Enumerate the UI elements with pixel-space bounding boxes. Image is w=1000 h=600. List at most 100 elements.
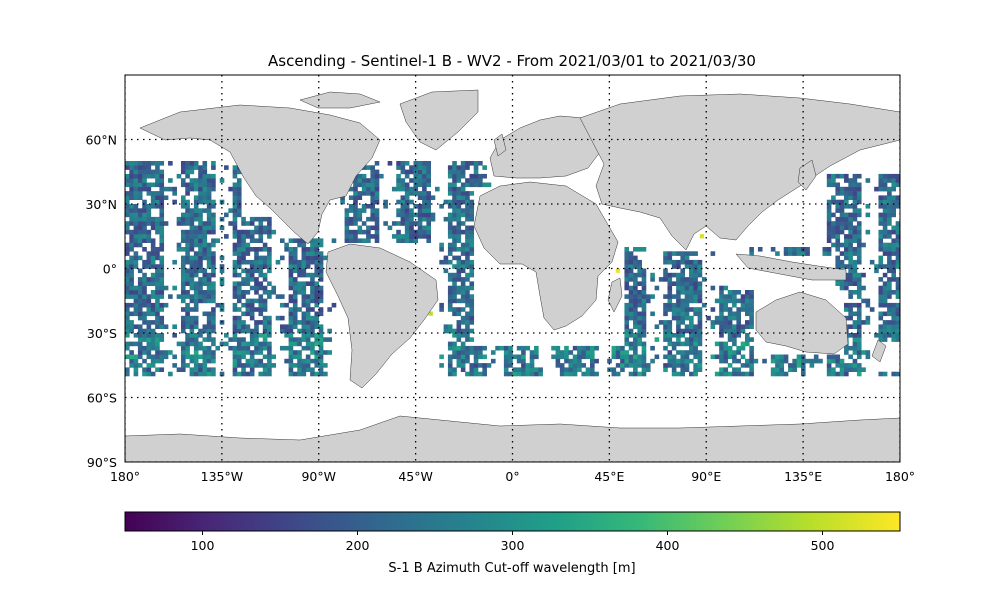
data-cell bbox=[727, 311, 733, 317]
data-cell bbox=[301, 328, 307, 334]
data-cell bbox=[878, 238, 884, 243]
data-cell bbox=[142, 311, 147, 317]
data-cell bbox=[323, 350, 328, 355]
data-cell bbox=[848, 272, 853, 278]
data-cell bbox=[206, 186, 212, 192]
data-cell bbox=[249, 247, 255, 252]
data-cell bbox=[193, 350, 199, 355]
data-cell bbox=[882, 272, 888, 278]
data-cell bbox=[202, 311, 208, 317]
data-cell bbox=[254, 251, 259, 256]
data-cell bbox=[370, 225, 376, 231]
data-cell bbox=[852, 264, 858, 269]
data-cell bbox=[310, 320, 315, 325]
data-cell bbox=[280, 324, 285, 329]
data-cell bbox=[469, 371, 475, 377]
data-cell bbox=[697, 307, 703, 312]
data-cell bbox=[271, 290, 276, 295]
x-tick-label: 0° bbox=[505, 469, 519, 484]
data-cell bbox=[719, 371, 724, 377]
data-cell bbox=[521, 358, 526, 364]
data-cell bbox=[262, 341, 268, 347]
data-cell bbox=[146, 324, 152, 329]
data-cell bbox=[254, 337, 259, 342]
data-cell bbox=[236, 290, 242, 295]
data-cell bbox=[826, 212, 832, 218]
data-cell bbox=[180, 182, 186, 188]
data-cell bbox=[129, 195, 134, 200]
data-cell bbox=[142, 212, 147, 218]
data-cell bbox=[895, 307, 900, 312]
data-cell bbox=[125, 320, 130, 325]
data-cell bbox=[844, 242, 849, 248]
data-cell bbox=[374, 199, 380, 205]
data-cell bbox=[745, 358, 750, 364]
data-cell bbox=[211, 290, 216, 295]
data-cell bbox=[447, 234, 453, 239]
data-cell bbox=[348, 195, 354, 200]
data-cell bbox=[594, 371, 599, 377]
data-cell bbox=[426, 229, 431, 235]
data-cell bbox=[887, 242, 892, 248]
data-cell bbox=[193, 341, 199, 347]
data-cell bbox=[180, 264, 186, 269]
data-cell bbox=[736, 328, 741, 334]
data-cell bbox=[745, 311, 750, 317]
data-cell bbox=[727, 320, 733, 325]
data-cell bbox=[637, 324, 642, 329]
data-cell bbox=[232, 186, 238, 192]
data-cell bbox=[146, 345, 152, 351]
data-cell bbox=[413, 191, 419, 196]
data-cell bbox=[633, 311, 638, 317]
data-cell bbox=[671, 363, 677, 368]
data-cell bbox=[590, 354, 595, 360]
data-cell bbox=[689, 281, 694, 286]
data-cell bbox=[159, 337, 165, 342]
data-cell bbox=[137, 208, 143, 213]
data-cell bbox=[628, 285, 634, 291]
data-cell bbox=[400, 186, 406, 192]
data-cell bbox=[443, 259, 449, 265]
data-cell bbox=[844, 247, 849, 252]
data-cell bbox=[641, 311, 647, 317]
data-cell bbox=[125, 229, 130, 235]
data-cell bbox=[348, 229, 354, 235]
data-cell bbox=[460, 264, 466, 269]
data-cell bbox=[727, 307, 733, 312]
data-cell bbox=[486, 182, 492, 188]
data-cell bbox=[667, 307, 673, 312]
data-cell bbox=[396, 221, 401, 226]
data-cell bbox=[262, 363, 268, 368]
data-cell bbox=[172, 191, 177, 196]
data-cell bbox=[417, 212, 423, 218]
data-cell bbox=[142, 371, 147, 377]
data-cell bbox=[193, 234, 199, 239]
data-cell bbox=[137, 178, 143, 183]
data-cell bbox=[318, 251, 324, 256]
data-cell bbox=[409, 229, 414, 235]
data-cell bbox=[869, 259, 875, 265]
data-cell bbox=[348, 221, 354, 226]
data-cell bbox=[882, 290, 888, 295]
data-cell bbox=[452, 333, 457, 338]
data-cell bbox=[697, 311, 703, 317]
data-cell bbox=[460, 247, 466, 252]
data-cell bbox=[146, 264, 152, 269]
data-cell bbox=[206, 173, 212, 179]
data-cell bbox=[882, 216, 888, 222]
data-cell bbox=[292, 354, 298, 360]
data-cell bbox=[125, 311, 130, 317]
data-cell bbox=[249, 259, 255, 265]
data-cell bbox=[137, 337, 143, 342]
data-cell bbox=[245, 345, 251, 351]
data-cell bbox=[357, 238, 363, 243]
data-cell bbox=[284, 247, 289, 252]
data-cell bbox=[809, 363, 815, 368]
data-cell bbox=[452, 234, 457, 239]
data-cell bbox=[142, 173, 147, 179]
data-cell bbox=[314, 350, 320, 355]
data-cell bbox=[534, 350, 539, 355]
data-cell bbox=[697, 315, 703, 321]
data-cell bbox=[452, 341, 457, 347]
data-cell bbox=[133, 212, 139, 218]
